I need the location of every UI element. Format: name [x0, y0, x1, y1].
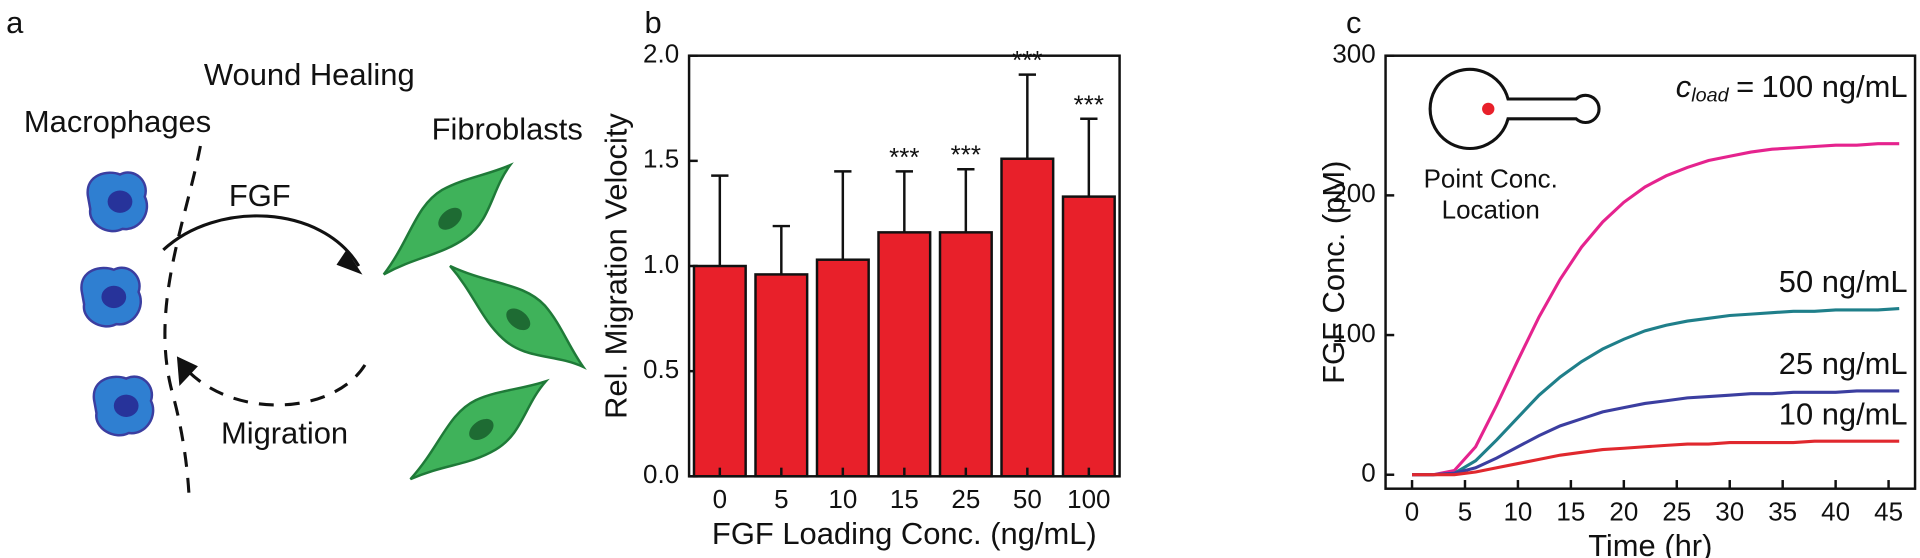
- y-axis-title: Rel. Migration Velocity: [599, 113, 634, 419]
- x-tick-label: 25: [951, 484, 980, 514]
- bar: [692, 264, 747, 478]
- x-tick-label: 20: [1609, 496, 1638, 526]
- bar: [938, 231, 993, 478]
- y-tick-label: 0: [1361, 458, 1375, 488]
- inset-geometry: [1428, 67, 1601, 151]
- panel-label: a: [6, 5, 24, 40]
- macrophage: [80, 266, 142, 328]
- diagram: a Wound Healing Macrophages Fibroblasts …: [6, 5, 587, 502]
- fibroblast: [409, 378, 550, 481]
- bar: [815, 258, 870, 478]
- series-label: 10 ng/mL: [1779, 397, 1908, 432]
- x-tick-label: 25: [1662, 496, 1691, 526]
- series-line: [1412, 307, 1900, 477]
- migration-arrow: [184, 364, 367, 407]
- diagram-title: Wound Healing: [204, 57, 415, 92]
- legend-label: 10 ng/mL: [1779, 397, 1908, 432]
- x-tick-label: 100: [1067, 484, 1110, 514]
- plot-frame: [1384, 54, 1917, 490]
- fibroblast: [449, 264, 587, 370]
- fibroblasts-label: Fibroblasts: [432, 111, 583, 146]
- x-tick-label: 35: [1768, 496, 1797, 526]
- x-tick-label: 30: [1715, 496, 1744, 526]
- x-tick-label: 10: [828, 484, 857, 514]
- series-line: [1412, 142, 1900, 477]
- x-tick-label: 0: [1405, 496, 1419, 526]
- y-tick-label: 1.0: [643, 249, 679, 279]
- series-line: [1412, 389, 1900, 477]
- fgf-arrow: [162, 214, 361, 267]
- label-sub: load: [1691, 85, 1729, 107]
- significance: ***: [1074, 89, 1104, 119]
- x-tick-label: 5: [1458, 496, 1472, 526]
- y-tick-label: 1.5: [643, 144, 679, 174]
- panel-label: b: [645, 5, 662, 40]
- bar: [754, 273, 809, 478]
- series-label: 50 ng/mL: [1779, 264, 1908, 299]
- series-line: [1412, 439, 1900, 477]
- y-tick-label: 200: [1332, 178, 1375, 208]
- x-tick-label: 10: [1503, 496, 1532, 526]
- macrophage: [86, 171, 149, 233]
- bar: [1000, 157, 1055, 478]
- bar: [1061, 195, 1116, 478]
- x-axis-title: FGF Loading Conc. (ng/mL): [712, 516, 1097, 551]
- y-tick-label: 300: [1332, 39, 1375, 69]
- x-tick-label: 15: [1556, 496, 1585, 526]
- macrophages-label: Macrophages: [24, 104, 211, 139]
- x-tick-label: 0: [713, 484, 727, 514]
- y-tick-label: 0.5: [643, 354, 679, 384]
- legend-label: 100 ng/mL: [1762, 69, 1908, 104]
- x-tick-label: 40: [1821, 496, 1850, 526]
- significance: ***: [951, 140, 981, 170]
- x-tick-label: 50: [1013, 484, 1042, 514]
- fibroblast: [382, 162, 514, 276]
- bar: [877, 231, 932, 478]
- arrowhead: [336, 249, 363, 275]
- legend-label: 50 ng/mL: [1779, 264, 1908, 299]
- inset-label: Point Conc.: [1424, 164, 1558, 194]
- y-tick-label: 2.0: [643, 39, 679, 69]
- x-axis-title: Time (hr): [1588, 528, 1712, 558]
- y-tick-label: 0.0: [643, 459, 679, 489]
- divider: [163, 145, 202, 502]
- y-axis-title: FGF Conc. (pM): [1316, 161, 1351, 384]
- x-tick-label: 45: [1874, 496, 1903, 526]
- plot-frame: [687, 54, 1121, 478]
- series-label: cload = 100 ng/mL: [1676, 69, 1908, 106]
- x-tick-label: 5: [774, 484, 788, 514]
- panel-label: c: [1346, 5, 1361, 40]
- legend-label: 25 ng/mL: [1779, 346, 1908, 381]
- macrophage: [92, 375, 155, 437]
- label-op: =: [1736, 69, 1754, 104]
- x-tick-label: 15: [890, 484, 919, 514]
- significance: ***: [889, 142, 919, 172]
- y-tick-label: 100: [1332, 318, 1375, 348]
- fgf-label: FGF: [229, 178, 291, 213]
- migration-label: Migration: [221, 416, 348, 451]
- series-label: 25 ng/mL: [1779, 346, 1908, 381]
- significance: ***: [1012, 45, 1042, 75]
- arrowhead: [176, 356, 198, 387]
- label-var: c: [1676, 69, 1692, 104]
- inset-label: Location: [1442, 194, 1540, 224]
